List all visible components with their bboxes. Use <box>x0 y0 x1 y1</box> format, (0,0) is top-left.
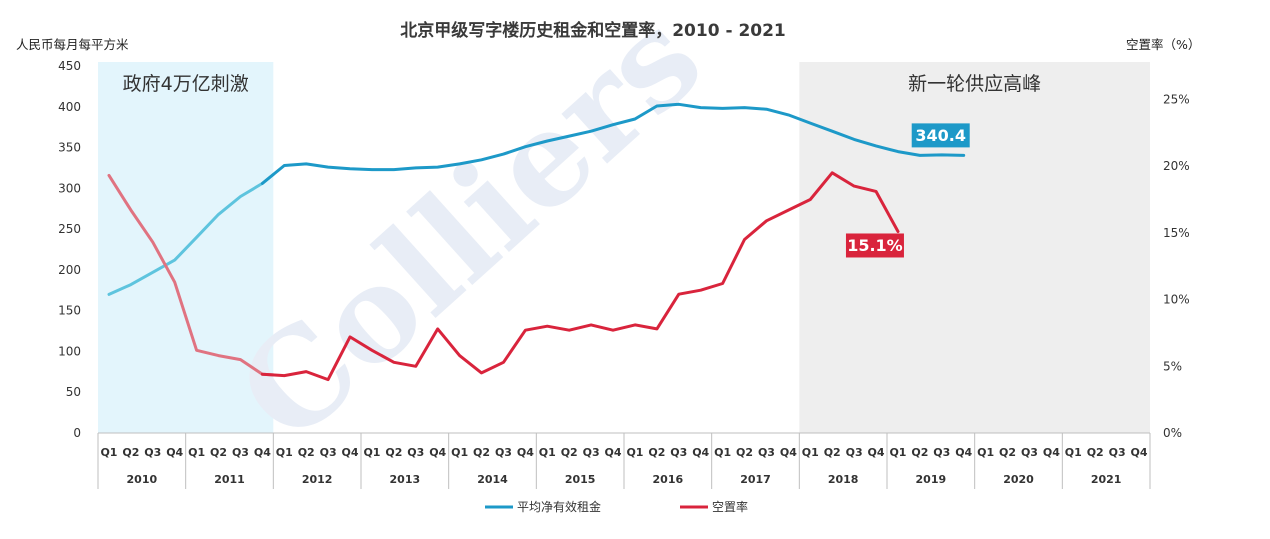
quarter-tick-label: Q1 <box>714 446 731 459</box>
end-label-text-1: 340.4 <box>915 126 966 145</box>
quarter-tick-label: Q4 <box>955 446 972 459</box>
end-label-badge-1 <box>911 123 970 148</box>
year-tick-label: 2014 <box>477 473 508 486</box>
quarter-tick-label: Q3 <box>846 446 863 459</box>
series-lines <box>107 102 966 382</box>
quarter-tick-label: Q4 <box>342 446 359 459</box>
right-axis-label: 空置率（%） <box>1126 37 1200 52</box>
year-tick-label: 2017 <box>740 473 771 486</box>
quarter-tick-label: Q2 <box>911 446 928 459</box>
series-line-1-early <box>107 173 275 296</box>
left-tick-label: 400 <box>58 100 81 114</box>
quarter-tick-label: Q3 <box>495 446 512 459</box>
year-tick-label: 2020 <box>1003 473 1034 486</box>
legend-label-1: 平均净有效租金 <box>517 499 601 514</box>
quarter-tick-label: Q2 <box>122 446 139 459</box>
end-label-text-2: 15.1% <box>847 236 903 255</box>
quarter-tick-label: Q4 <box>868 446 885 459</box>
year-tick-label: 2010 <box>127 473 158 486</box>
quarter-tick-label: Q2 <box>385 446 402 459</box>
left-tick-label: 100 <box>58 344 81 358</box>
quarter-tick-label: Q1 <box>363 446 380 459</box>
quarter-tick-label: Q3 <box>232 446 249 459</box>
quarter-tick-label: Q3 <box>583 446 600 459</box>
year-tick-label: 2013 <box>390 473 421 486</box>
quarter-tick-label: Q3 <box>1021 446 1038 459</box>
quarter-tick-label: Q1 <box>100 446 117 459</box>
left-axis-label: 人民币每月每平方米 <box>16 37 129 52</box>
quarter-tick-label: Q4 <box>254 446 271 459</box>
quarter-tick-label: Q4 <box>1043 446 1060 459</box>
left-tick-label: 150 <box>58 304 81 318</box>
end-label-badge-2 <box>845 233 904 258</box>
left-tick-label: 450 <box>58 59 81 73</box>
watermark: Colliers <box>209 0 730 471</box>
quarter-tick-label: Q2 <box>648 446 665 459</box>
quarter-tick-label: Q2 <box>561 446 578 459</box>
quarter-tick-label: Q1 <box>1065 446 1082 459</box>
quarter-tick-label: Q2 <box>210 446 227 459</box>
year-tick-label: 2011 <box>214 473 245 486</box>
quarter-tick-label: Q1 <box>451 446 468 459</box>
series-line-2 <box>260 171 900 382</box>
chart-title: 北京甲级写字楼历史租金和空置率，2010 - 2021 <box>400 20 786 41</box>
quarter-tick-label: Q2 <box>473 446 490 459</box>
axes: 450 400 350 300 250 200 150 100 50 0 25% 20% 15% 10% 5… <box>58 59 1190 489</box>
quarter-tick-label: Q2 <box>1087 446 1104 459</box>
left-tick-label: 50 <box>66 385 81 399</box>
right-tick-label: 15% <box>1163 226 1190 240</box>
left-tick-label: 200 <box>58 263 81 277</box>
quarter-tick-label: Q2 <box>999 446 1016 459</box>
series-line-2-early <box>107 173 275 377</box>
right-tick-label: 10% <box>1163 293 1190 307</box>
year-tick-label: 2015 <box>565 473 596 486</box>
end-labels: 340.4 15.1% <box>845 123 970 258</box>
left-tick-label: 300 <box>58 181 81 195</box>
quarter-tick-label: Q3 <box>670 446 687 459</box>
region-label-1: 政府4万亿刺激 <box>123 73 249 95</box>
quarter-tick-label: Q1 <box>889 446 906 459</box>
quarter-tick-label: Q4 <box>517 446 534 459</box>
year-tick-label: 2018 <box>828 473 859 486</box>
quarter-tick-label: Q3 <box>1109 446 1126 459</box>
quarter-tick-label: Q4 <box>692 446 709 459</box>
quarter-tick-label: Q1 <box>977 446 994 459</box>
quarter-tick-label: Q1 <box>626 446 643 459</box>
right-tick-label: 25% <box>1163 92 1190 106</box>
series-line-1 <box>260 102 966 185</box>
left-tick-label: 350 <box>58 141 81 155</box>
quarter-tick-label: Q1 <box>276 446 293 459</box>
quarter-tick-label: Q2 <box>298 446 315 459</box>
quarter-tick-label: Q3 <box>407 446 424 459</box>
year-tick-label: 2012 <box>302 473 333 486</box>
year-tick-label: 2019 <box>916 473 947 486</box>
quarter-tick-label: Q3 <box>144 446 161 459</box>
quarter-tick-label: Q3 <box>933 446 950 459</box>
right-tick-label: 20% <box>1163 159 1190 173</box>
quarter-tick-label: Q1 <box>802 446 819 459</box>
left-tick-label: 250 <box>58 222 81 236</box>
left-tick-label: 0 <box>73 426 81 440</box>
quarter-tick-label: Q1 <box>188 446 205 459</box>
right-tick-label: 5% <box>1163 359 1182 373</box>
year-tick-label: 2021 <box>1091 473 1122 486</box>
legend: 平均净有效租金 空置率 <box>485 499 748 514</box>
quarter-tick-label: Q4 <box>429 446 446 459</box>
legend-label-2: 空置率 <box>712 499 748 514</box>
quarter-tick-label: Q4 <box>1131 446 1148 459</box>
quarter-tick-label: Q4 <box>166 446 183 459</box>
region-label-2: 新一轮供应高峰 <box>908 73 1041 95</box>
quarter-tick-label: Q2 <box>824 446 841 459</box>
quarter-tick-label: Q1 <box>539 446 556 459</box>
quarter-tick-label: Q4 <box>605 446 622 459</box>
quarter-tick-label: Q3 <box>320 446 337 459</box>
quarter-tick-label: Q3 <box>758 446 775 459</box>
year-tick-label: 2016 <box>653 473 684 486</box>
quarter-tick-label: Q2 <box>736 446 753 459</box>
right-tick-label: 0% <box>1163 426 1182 440</box>
quarter-tick-label: Q4 <box>780 446 797 459</box>
